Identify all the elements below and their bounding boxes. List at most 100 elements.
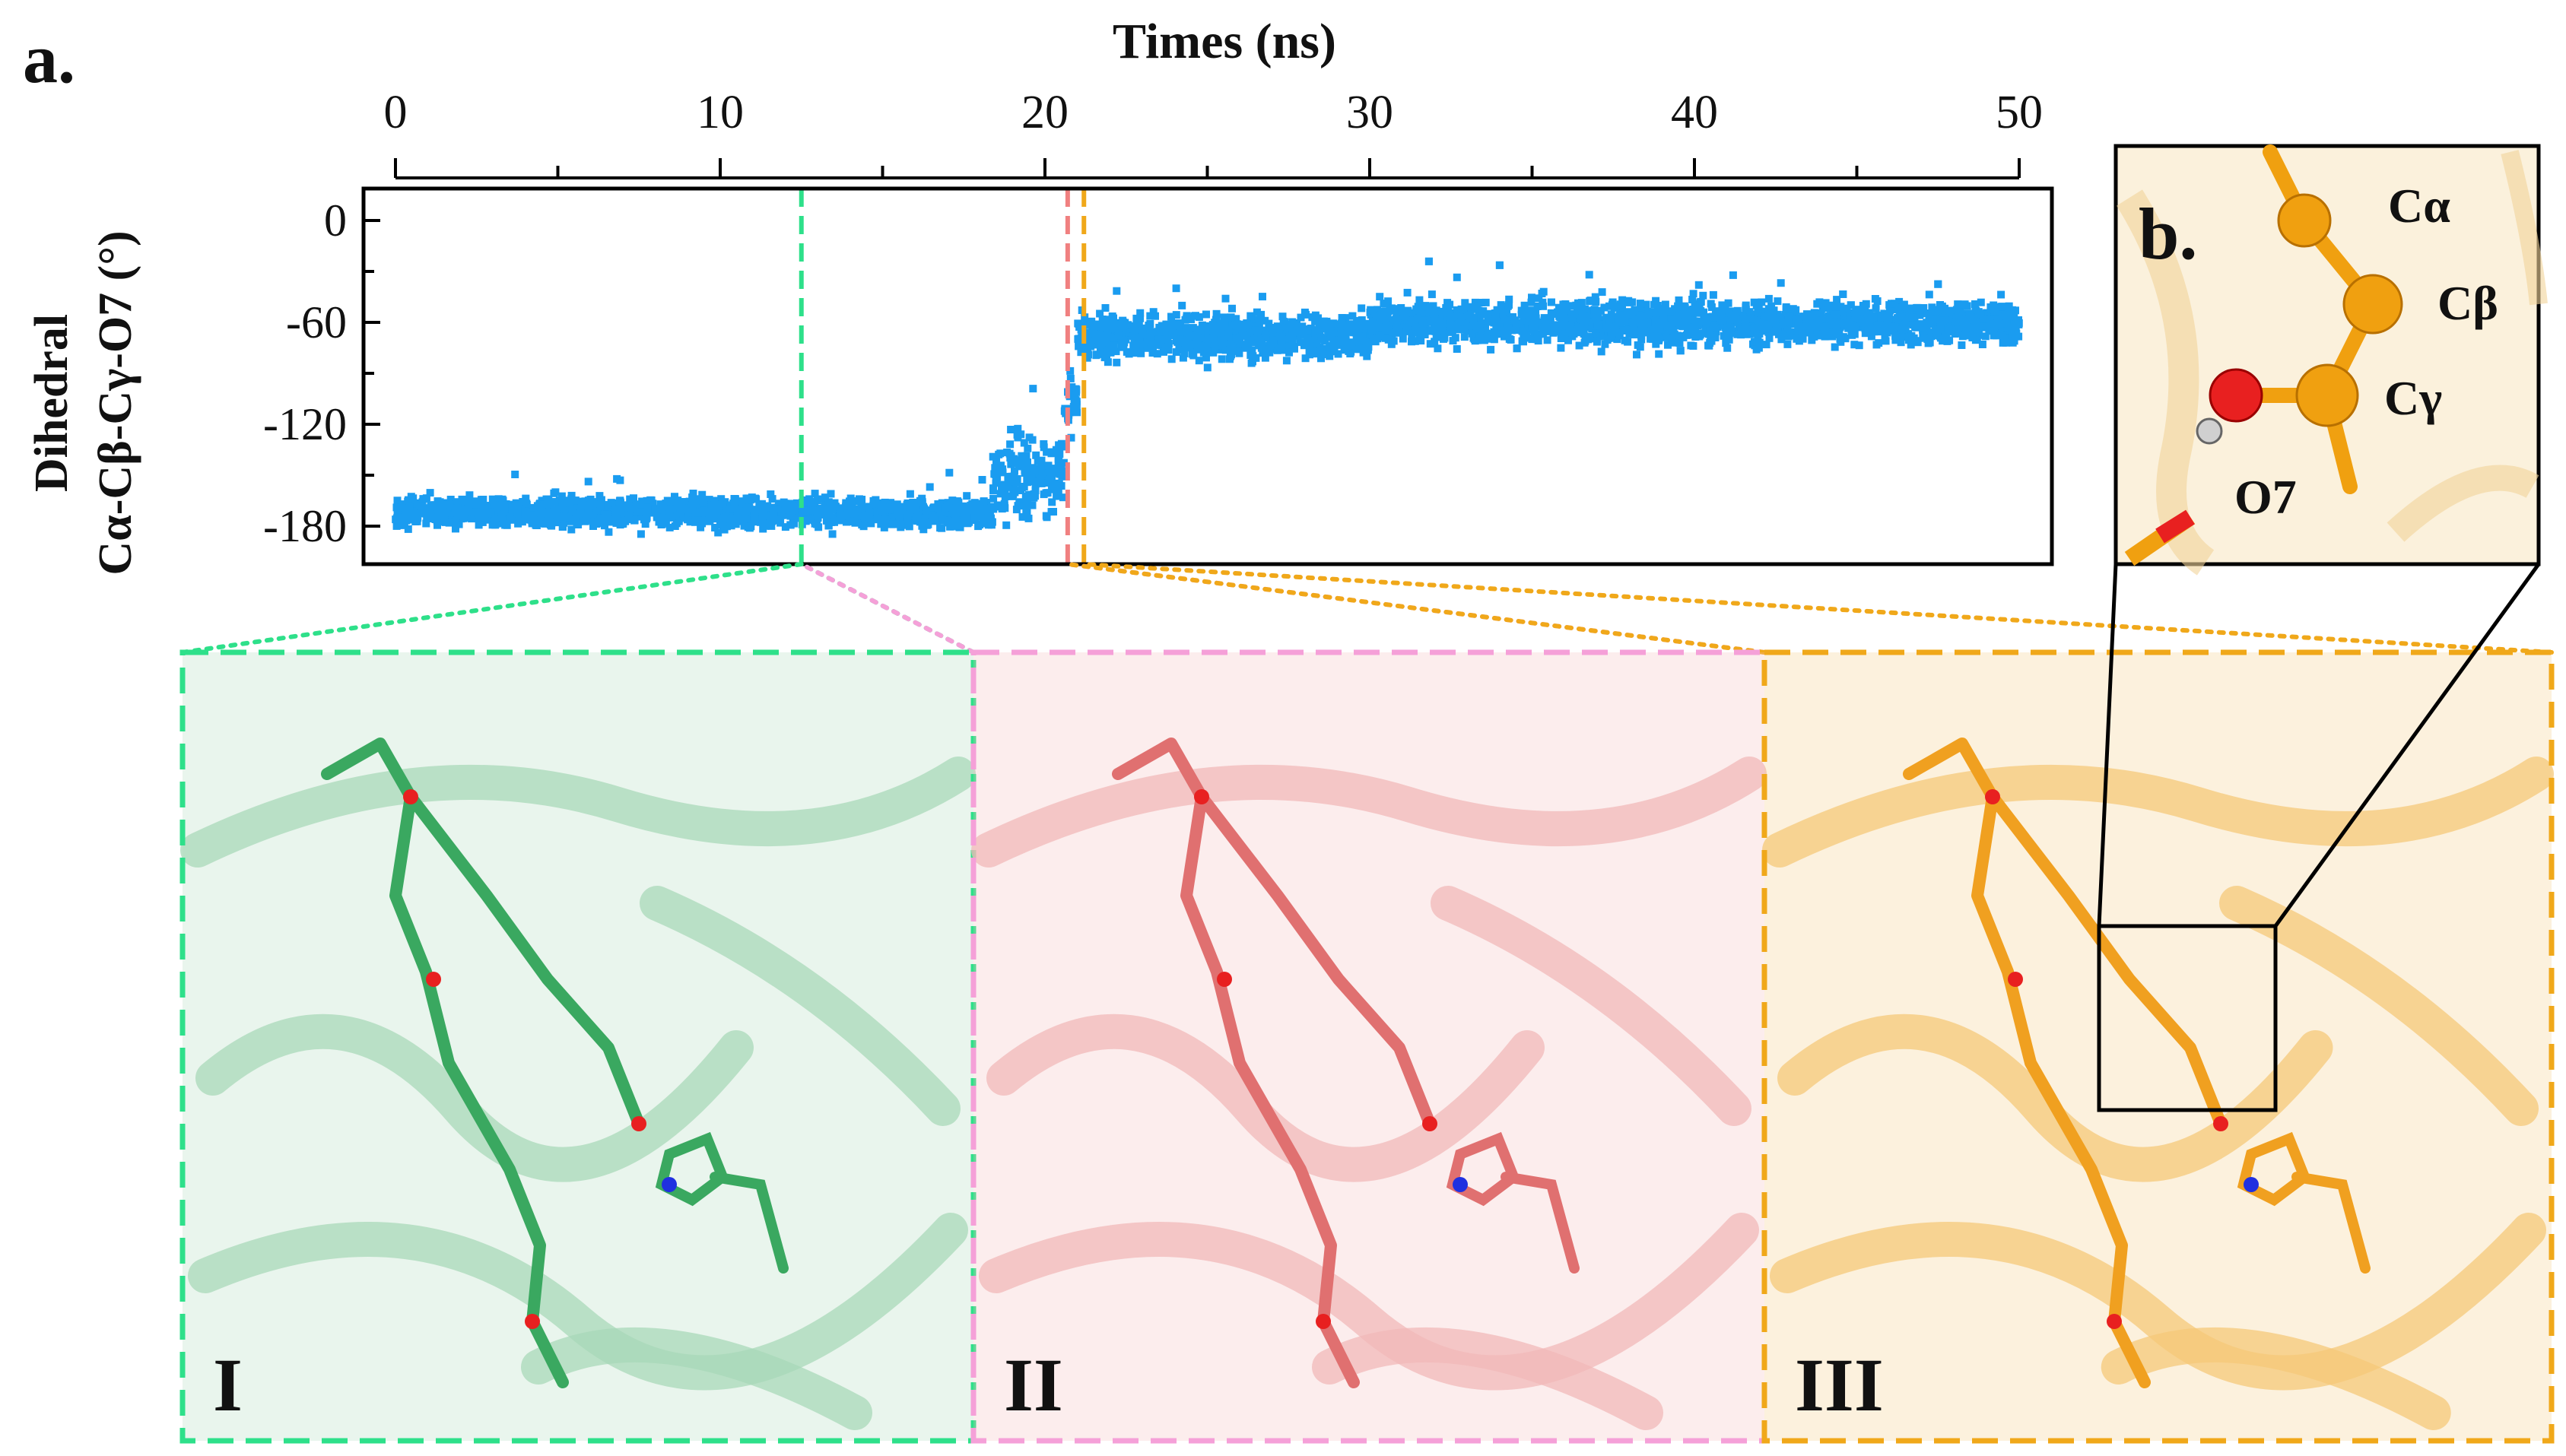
data-point [1469, 315, 1478, 323]
data-point [884, 506, 892, 514]
data-point [1304, 327, 1312, 335]
data-point [1767, 312, 1774, 321]
data-point [1898, 325, 1906, 334]
inset-ribbon [2387, 465, 2539, 542]
data-point [825, 509, 833, 518]
data-point [1659, 309, 1668, 317]
data-point [1574, 299, 1582, 307]
data-point [589, 511, 597, 519]
data-point [1777, 335, 1786, 344]
data-point [1894, 303, 1902, 312]
data-point [751, 511, 759, 519]
data-point [1266, 348, 1274, 357]
data-point [694, 516, 702, 525]
data-point [733, 511, 742, 519]
data-point [392, 503, 401, 512]
data-point [1262, 331, 1270, 340]
data-point [944, 516, 952, 525]
data-point [1986, 303, 1995, 311]
data-point [1306, 342, 1314, 351]
data-point [1847, 301, 1855, 309]
data-point [1507, 318, 1516, 325]
data-point [1689, 290, 1697, 298]
data-point [1434, 323, 1441, 331]
panel-border [179, 649, 977, 1444]
data-point [1646, 315, 1654, 323]
data-point [1750, 298, 1758, 306]
data-point [1258, 327, 1266, 335]
data-point [1165, 324, 1173, 332]
data-point [1603, 336, 1612, 344]
data-point [1590, 306, 1599, 314]
data-point [1742, 319, 1750, 326]
atom-accent [525, 1314, 540, 1329]
data-point [433, 521, 441, 529]
data-point [1234, 337, 1243, 344]
data-point [1837, 303, 1845, 311]
data-point [903, 512, 912, 520]
data-point [422, 494, 430, 503]
data-point [404, 525, 412, 533]
data-point [1765, 334, 1774, 342]
data-point [1325, 326, 1333, 334]
data-point [951, 513, 960, 522]
data-point [1403, 288, 1412, 297]
data-point [1466, 303, 1475, 311]
data-point [498, 495, 507, 503]
data-point [1885, 322, 1893, 331]
data-point [1686, 309, 1694, 317]
data-point [1228, 304, 1236, 312]
data-point [1229, 347, 1237, 355]
data-point [422, 519, 430, 528]
data-point [1250, 331, 1258, 340]
data-point [2002, 319, 2011, 328]
data-point [1821, 328, 1828, 336]
data-point [720, 504, 729, 512]
data-point [566, 517, 574, 525]
data-point [1481, 298, 1490, 306]
data-point [1818, 303, 1827, 311]
data-point [1353, 316, 1361, 325]
data-point [1697, 297, 1705, 306]
data-point [452, 498, 460, 506]
data-point [1288, 331, 1297, 339]
data-point [1577, 322, 1585, 331]
x-tick-label: 20 [1021, 87, 1069, 138]
data-point [1513, 344, 1521, 353]
data-point [1491, 313, 1500, 322]
data-point [1053, 492, 1061, 500]
data-point [684, 515, 692, 523]
data-point [938, 513, 947, 522]
data-point [694, 496, 703, 504]
data-point [1432, 317, 1440, 325]
data-point [1363, 319, 1370, 328]
atom-accent [1453, 1177, 1468, 1192]
data-point [1668, 320, 1676, 328]
data-point [969, 506, 977, 515]
data-point [2004, 323, 2012, 331]
data-point [1202, 354, 1210, 362]
data-point [1291, 344, 1298, 353]
data-point [1592, 329, 1600, 338]
data-point [657, 520, 665, 528]
data-point [1578, 328, 1586, 336]
data-point [1249, 352, 1257, 360]
x-axis-title: Times (ns) [1113, 14, 1336, 69]
data-point [1696, 331, 1704, 339]
data-point [646, 496, 654, 505]
data-point [1221, 294, 1230, 303]
data-point [394, 508, 402, 516]
data-point [1608, 300, 1616, 309]
data-point [566, 513, 574, 522]
atom-accent [2107, 1314, 2122, 1329]
data-point [1021, 469, 1029, 477]
data-point [681, 505, 689, 513]
data-point [1024, 499, 1031, 507]
data-point [1601, 340, 1609, 348]
data-point [1591, 293, 1599, 301]
data-point [1520, 301, 1529, 309]
data-point [1951, 330, 1959, 338]
plot-frame [361, 186, 2054, 566]
data-point [630, 512, 638, 520]
data-point [1619, 316, 1627, 325]
